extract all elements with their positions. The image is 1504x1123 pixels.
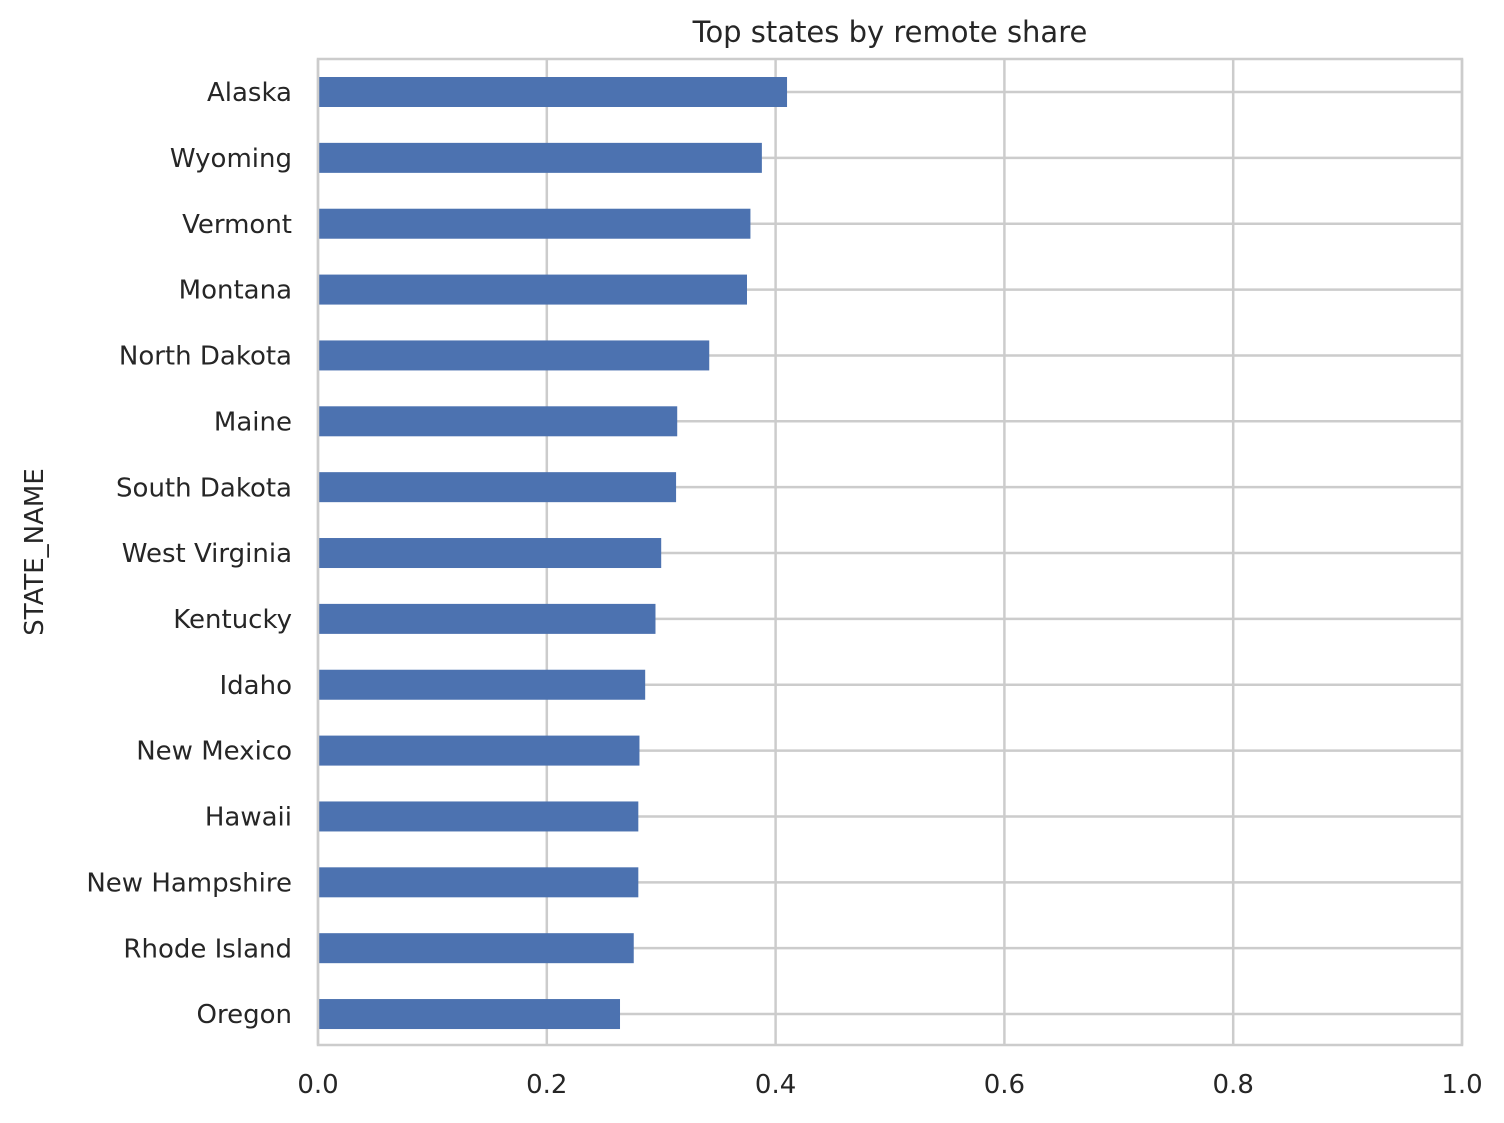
bar-north-dakota — [318, 340, 710, 371]
y-category-label: North Dakota — [119, 342, 292, 372]
bar-kentucky — [318, 603, 656, 634]
y-category-label: Montana — [179, 276, 292, 306]
y-category-label: New Mexico — [136, 737, 292, 767]
y-category-label: Alaska — [207, 78, 292, 108]
x-tick-labels: 0.0 0.2 0.4 0.6 0.8 1.0 — [297, 1070, 1482, 1100]
bar-new-mexico — [318, 735, 640, 766]
bar-rhode-island — [318, 933, 634, 964]
y-category-label: Vermont — [182, 210, 292, 240]
x-tick-label: 1.0 — [1441, 1070, 1482, 1100]
bar-oregon — [318, 999, 621, 1030]
bar-idaho — [318, 669, 646, 700]
y-category-label: South Dakota — [116, 473, 292, 503]
y-category-label: Hawaii — [205, 803, 292, 833]
y-axis-title: STATE_NAME — [20, 468, 50, 636]
chart-title: Top states by remote share — [692, 15, 1088, 49]
y-category-label: Idaho — [220, 671, 293, 701]
bar-maine — [318, 406, 678, 437]
bar-south-dakota — [318, 472, 677, 503]
y-category-labels: Alaska Wyoming Vermont Montana North Dakota M… — [86, 78, 292, 1030]
x-tick-label: 0.8 — [1213, 1070, 1254, 1100]
bar-alaska — [318, 77, 788, 107]
y-category-label: Oregon — [197, 1000, 292, 1030]
bar-layer — [318, 77, 788, 1030]
plot-frame — [316, 57, 1464, 1047]
y-category-label: New Hampshire — [86, 868, 292, 898]
bar-west-virginia — [318, 538, 662, 569]
y-category-label: West Virginia — [122, 539, 292, 569]
bar-hawaii — [318, 801, 639, 832]
y-category-label: Wyoming — [170, 144, 292, 174]
x-tick-label: 0.6 — [984, 1070, 1025, 1100]
bar-wyoming — [318, 142, 762, 173]
x-tick-label: 0.2 — [526, 1070, 567, 1100]
bar-vermont — [318, 208, 751, 239]
y-category-label: Maine — [214, 407, 292, 437]
x-tick-label: 0.0 — [297, 1070, 338, 1100]
bar-new-hampshire — [318, 867, 639, 898]
y-category-label: Kentucky — [173, 605, 292, 635]
y-category-label: Rhode Island — [123, 934, 292, 964]
x-tick-label: 0.4 — [755, 1070, 796, 1100]
bar-montana — [318, 274, 747, 305]
